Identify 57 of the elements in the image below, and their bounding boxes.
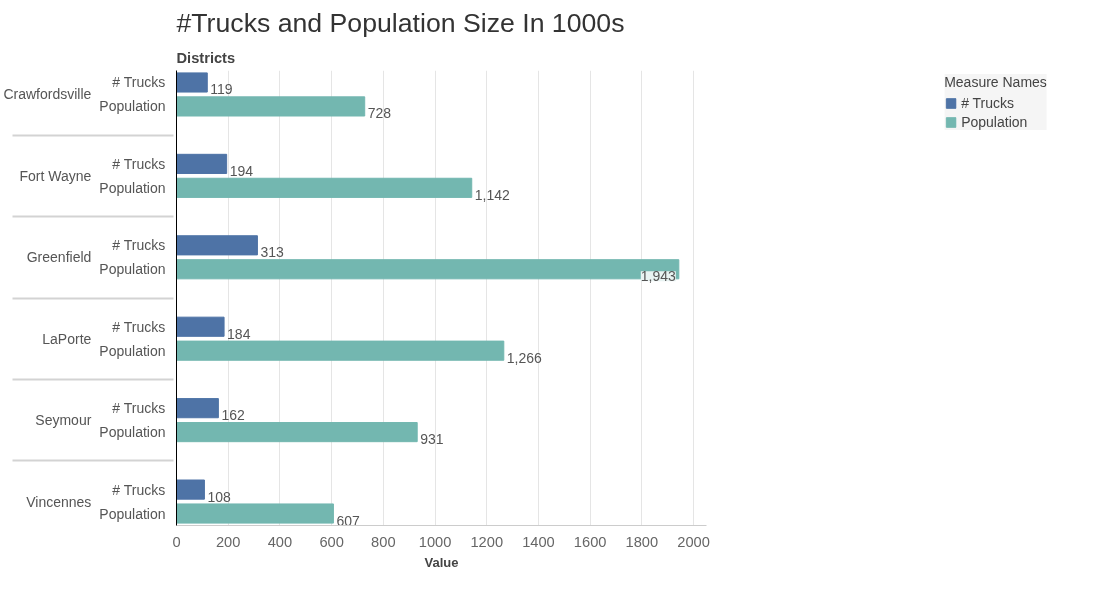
legend-title: Measure Names bbox=[944, 74, 1047, 90]
text: Population bbox=[99, 342, 166, 359]
x-tick-label: 1800 bbox=[625, 533, 659, 550]
bar bbox=[176, 235, 258, 256]
data-label: 313 bbox=[260, 244, 284, 261]
data-label: 728 bbox=[367, 105, 392, 122]
y-tick-label: Fort Wayne bbox=[19, 167, 92, 184]
data-label: 108 bbox=[207, 488, 231, 505]
bar bbox=[176, 503, 334, 524]
text: Population bbox=[99, 261, 166, 278]
bar bbox=[176, 177, 473, 198]
text: # Trucks bbox=[112, 318, 166, 335]
text: # Trucks bbox=[112, 237, 166, 254]
text: # Trucks bbox=[112, 481, 166, 498]
bar bbox=[176, 153, 228, 174]
legend-label: # Trucks bbox=[961, 95, 1016, 111]
data-label: 119 bbox=[210, 81, 233, 98]
bar bbox=[176, 479, 205, 500]
x-tick-label: 1400 bbox=[522, 533, 555, 550]
x-tick-label: 1600 bbox=[573, 533, 607, 550]
y-axis-title: Districts bbox=[176, 49, 236, 66]
text: # Trucks bbox=[112, 74, 166, 91]
x-axis-title: Value bbox=[424, 554, 459, 570]
data-label: 184 bbox=[227, 325, 251, 342]
x-tick-label: 2000 bbox=[677, 533, 710, 550]
data-label: 1,266 bbox=[506, 349, 543, 366]
x-tick-label: 200 bbox=[215, 533, 241, 550]
legend-label: Population bbox=[961, 114, 1028, 130]
data-label: 931 bbox=[420, 431, 444, 448]
y-tick-label: Vincennes bbox=[26, 493, 92, 510]
chart-title: #Trucks and Population Size In 1000s bbox=[176, 7, 625, 38]
bar bbox=[176, 96, 366, 117]
x-tick-label: 600 bbox=[319, 533, 344, 550]
y-tick-label: LaPorte bbox=[42, 330, 92, 347]
x-tick-label: 1200 bbox=[470, 533, 504, 550]
text: # Trucks bbox=[112, 155, 166, 172]
text: Population bbox=[99, 98, 166, 115]
y-tick-label: Greenfield bbox=[26, 249, 92, 266]
text: # Trucks bbox=[112, 400, 166, 417]
x-tick-label: 1000 bbox=[418, 533, 452, 550]
text: Population bbox=[99, 179, 166, 196]
bar bbox=[176, 340, 505, 361]
bar bbox=[176, 316, 225, 337]
bar bbox=[176, 398, 219, 419]
text: Population bbox=[99, 505, 166, 522]
data-label: 162 bbox=[221, 407, 245, 424]
x-tick-label: 800 bbox=[371, 533, 396, 550]
data-label: 194 bbox=[229, 162, 254, 179]
y-tick-label: Seymour bbox=[35, 412, 92, 429]
data-label: 1,142 bbox=[474, 186, 510, 203]
x-tick-label: 400 bbox=[267, 533, 293, 550]
x-tick-label: 0 bbox=[172, 533, 181, 550]
bar bbox=[176, 422, 418, 443]
text: Population bbox=[99, 424, 166, 441]
y-tick-label: Crawfordsville bbox=[3, 86, 92, 103]
bar bbox=[176, 72, 208, 93]
data-label: 1,943 bbox=[640, 268, 677, 285]
